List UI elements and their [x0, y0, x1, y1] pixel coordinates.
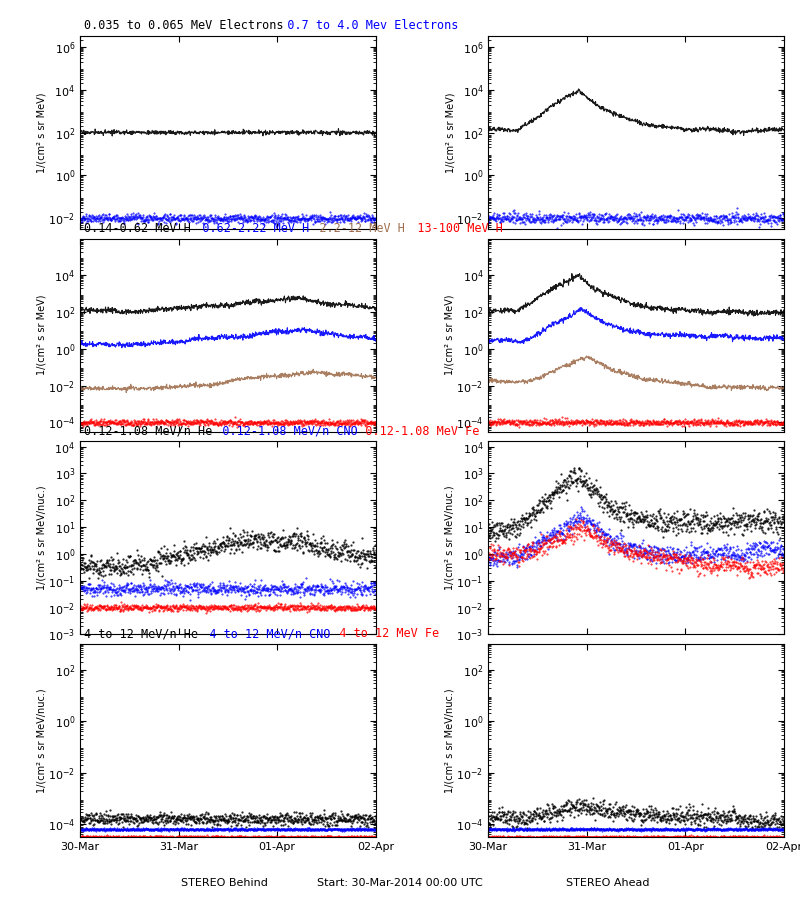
Text: 4 to 12 MeV/n CNO: 4 to 12 MeV/n CNO	[188, 627, 330, 641]
Text: 0.12-1.08 MeV/n CNO: 0.12-1.08 MeV/n CNO	[201, 425, 358, 437]
Text: 0.035 to 0.065 MeV Electrons: 0.035 to 0.065 MeV Electrons	[84, 20, 283, 32]
Text: 4 to 12 MeV/n He: 4 to 12 MeV/n He	[84, 627, 198, 641]
Text: 0.14-0.62 MeV H: 0.14-0.62 MeV H	[84, 222, 191, 235]
Text: 0.12-1.08 MeV/n He: 0.12-1.08 MeV/n He	[84, 425, 212, 437]
Y-axis label: 1/(cm² s sr MeV): 1/(cm² s sr MeV)	[37, 295, 46, 375]
Y-axis label: 1/(cm² s sr MeV/nuc.): 1/(cm² s sr MeV/nuc.)	[37, 688, 46, 793]
Text: 0.62-2.22 MeV H: 0.62-2.22 MeV H	[182, 222, 310, 235]
Y-axis label: 1/(cm² s sr MeV): 1/(cm² s sr MeV)	[445, 295, 454, 375]
Y-axis label: 1/(cm² s sr MeV/nuc.): 1/(cm² s sr MeV/nuc.)	[445, 688, 454, 793]
Text: STEREO Behind: STEREO Behind	[181, 878, 267, 887]
Y-axis label: 1/(cm² s sr MeV/nuc.): 1/(cm² s sr MeV/nuc.)	[37, 485, 46, 590]
Text: Start: 30-Mar-2014 00:00 UTC: Start: 30-Mar-2014 00:00 UTC	[317, 878, 483, 887]
Y-axis label: 1/(cm² s sr MeV): 1/(cm² s sr MeV)	[37, 93, 47, 173]
Text: 2.2-12 MeV H: 2.2-12 MeV H	[298, 222, 405, 235]
Text: 0.7 to 4.0 Mev Electrons: 0.7 to 4.0 Mev Electrons	[266, 20, 458, 32]
Text: 4 to 12 MeV Fe: 4 to 12 MeV Fe	[318, 627, 439, 641]
Text: 13-100 MeV H: 13-100 MeV H	[396, 222, 502, 235]
Text: 0.12-1.08 MeV Fe: 0.12-1.08 MeV Fe	[344, 425, 479, 437]
Y-axis label: 1/(cm² s sr MeV/nuc.): 1/(cm² s sr MeV/nuc.)	[445, 485, 455, 590]
Text: STEREO Ahead: STEREO Ahead	[566, 878, 650, 887]
Y-axis label: 1/(cm² s sr MeV): 1/(cm² s sr MeV)	[445, 93, 455, 173]
